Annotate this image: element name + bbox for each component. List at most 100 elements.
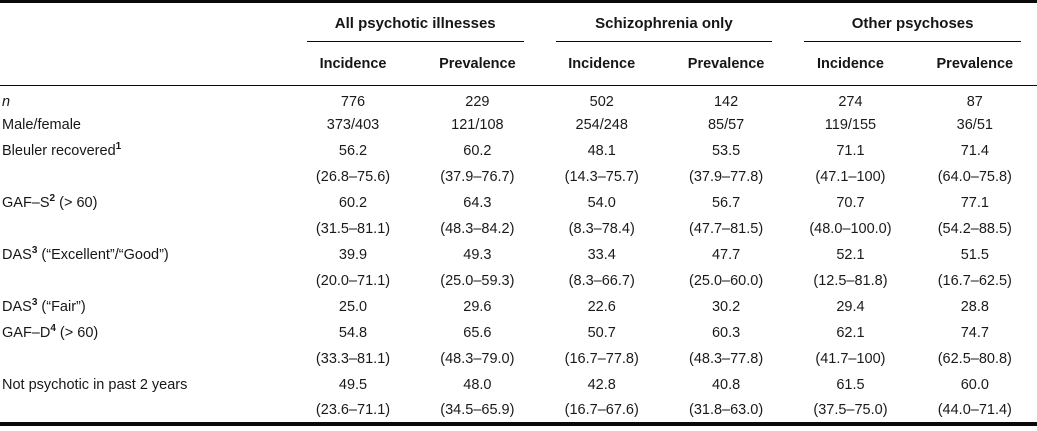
value-cell: 48.0 bbox=[463, 376, 492, 393]
confidence-interval-row: (20.0–71.1) (25.0–59.3) (8.3–66.7) (25.0–60… bbox=[0, 268, 1037, 294]
value-cell: 74.7 bbox=[960, 324, 989, 341]
value-cell: 33.4 bbox=[587, 246, 616, 263]
confidence-interval-cell: (48.3–77.8) bbox=[689, 350, 764, 367]
table-row: GAF–D4 (> 60) 54.8 65.6 50.7 60.3 62.1 74.7 bbox=[0, 320, 1037, 346]
value-cell: 54.8 bbox=[338, 324, 368, 341]
value-cell: 60.0 bbox=[960, 376, 989, 393]
confidence-interval-row: (31.5–81.1) (48.3–84.2) (8.3–78.4) (47.7–81… bbox=[0, 216, 1037, 242]
value-cell: 56.2 bbox=[338, 142, 368, 159]
confidence-interval-cell: (12.5–81.8) bbox=[813, 272, 888, 289]
value-cell: 60.2 bbox=[338, 194, 368, 211]
confidence-interval-cell: (62.5–80.8) bbox=[937, 350, 1012, 367]
row-label-empty bbox=[0, 398, 291, 424]
corner-cell-empty bbox=[0, 2, 291, 44]
value-cell: 49.3 bbox=[463, 246, 492, 263]
confidence-interval-row: (23.6–71.1) (34.5–65.9) (16.7–67.6) (31.8–6… bbox=[0, 398, 1037, 424]
footnote-marker: 3 bbox=[31, 244, 38, 256]
sub-header-prevalence: Prevalence bbox=[936, 56, 1014, 72]
value-cell: 29.6 bbox=[463, 298, 492, 315]
value-cell: 77.1 bbox=[960, 194, 989, 211]
confidence-interval-cell: (54.2–88.5) bbox=[937, 220, 1012, 237]
value-cell: 39.9 bbox=[338, 246, 368, 263]
table-row: DAS3 (“Excellent”/“Good”) 39.9 49.3 33.4 47.… bbox=[0, 242, 1037, 268]
row-label: DAS3 (“Fair”) bbox=[2, 296, 86, 315]
value-cell: 28.8 bbox=[960, 298, 989, 315]
column-group-schizophrenia-label: Schizophrenia only bbox=[555, 5, 773, 42]
table-row: Male/female 373/403 121/108 254/248 85/57 119… bbox=[0, 112, 1037, 138]
value-cell: 52.1 bbox=[836, 246, 865, 263]
value-cell: 22.6 bbox=[587, 298, 616, 315]
row-label: DAS3 (“Excellent”/“Good”) bbox=[2, 244, 169, 263]
value-cell: 71.4 bbox=[960, 142, 989, 159]
column-group-header-row: All psychotic illnesses Schizophrenia on… bbox=[0, 2, 1037, 44]
value-cell: 142 bbox=[713, 93, 739, 110]
value-cell: 254/248 bbox=[575, 116, 628, 133]
column-group-all-psychotic-label: All psychotic illnesses bbox=[306, 5, 524, 42]
value-cell: 53.5 bbox=[711, 142, 741, 159]
value-cell: 62.1 bbox=[836, 324, 865, 341]
value-cell: 47.7 bbox=[711, 246, 741, 263]
footnote-marker: 2 bbox=[49, 192, 56, 204]
confidence-interval-cell: (16.7–62.5) bbox=[937, 272, 1012, 289]
value-cell: 70.7 bbox=[836, 194, 865, 211]
confidence-interval-cell: (31.8–63.0) bbox=[689, 401, 764, 418]
value-cell: 502 bbox=[589, 93, 614, 110]
row-label: Not psychotic in past 2 years bbox=[2, 376, 188, 393]
value-cell: 50.7 bbox=[587, 324, 616, 341]
value-cell: 64.3 bbox=[463, 194, 492, 211]
table-row: n 776 229 502 142 274 87 bbox=[0, 86, 1037, 112]
footnote-marker: 3 bbox=[31, 296, 38, 308]
confidence-interval-cell: (25.0–59.3) bbox=[440, 272, 515, 289]
value-cell: 87 bbox=[966, 93, 983, 110]
row-label-empty bbox=[0, 346, 291, 372]
confidence-interval-row: (33.3–81.1) (48.3–79.0) (16.7–77.8) (48.3–7… bbox=[0, 346, 1037, 372]
value-cell: 60.3 bbox=[711, 324, 741, 341]
confidence-interval-cell: (25.0–60.0) bbox=[689, 272, 764, 289]
value-cell: 40.8 bbox=[711, 376, 741, 393]
confidence-interval-cell: (20.0–71.1) bbox=[315, 272, 391, 289]
value-cell: 56.7 bbox=[711, 194, 741, 211]
confidence-interval-cell: (41.7–100) bbox=[815, 350, 886, 367]
confidence-interval-cell: (48.0–100.0) bbox=[809, 220, 892, 237]
row-label: Male/female bbox=[2, 116, 81, 133]
confidence-interval-row: (26.8–75.6) (37.9–76.7) (14.3–75.7) (37.9–7… bbox=[0, 164, 1037, 190]
confidence-interval-cell: (47.1–100) bbox=[815, 168, 886, 185]
confidence-interval-cell: (33.3–81.1) bbox=[315, 350, 391, 367]
value-cell: 48.1 bbox=[587, 142, 616, 159]
confidence-interval-cell: (14.3–75.7) bbox=[564, 168, 639, 185]
row-label: Bleuler recovered1 bbox=[2, 140, 122, 159]
sub-header-prevalence: Prevalence bbox=[687, 56, 765, 72]
confidence-interval-cell: (48.3–79.0) bbox=[440, 350, 515, 367]
value-cell: 85/57 bbox=[707, 116, 745, 133]
value-cell: 373/403 bbox=[326, 116, 380, 133]
confidence-interval-cell: (16.7–67.6) bbox=[564, 401, 639, 418]
sub-header-incidence: Incidence bbox=[817, 56, 884, 72]
value-cell: 54.0 bbox=[587, 194, 616, 211]
confidence-interval-cell: (26.8–75.6) bbox=[315, 168, 391, 185]
value-cell: 121/108 bbox=[451, 116, 504, 133]
column-group-all-psychotic: All psychotic illnesses bbox=[291, 2, 540, 44]
value-cell: 36/51 bbox=[956, 116, 993, 133]
sub-header-row: Incidence Prevalence Incidence Prevalence In… bbox=[0, 43, 1037, 86]
footnote-marker: 1 bbox=[115, 140, 122, 152]
table-row: Bleuler recovered1 56.2 60.2 48.1 53.5 71.1 71… bbox=[0, 138, 1037, 164]
confidence-interval-cell: (47.7–81.5) bbox=[689, 220, 764, 237]
sub-header-prevalence: Prevalence bbox=[439, 56, 516, 72]
column-group-other-psychoses: Other psychoses bbox=[788, 2, 1037, 44]
table-row: GAF–S2 (> 60) 60.2 64.3 54.0 56.7 70.7 77.1 bbox=[0, 190, 1037, 216]
confidence-interval-cell: (31.5–81.1) bbox=[315, 220, 391, 237]
value-cell: 274 bbox=[838, 93, 863, 110]
confidence-interval-cell: (44.0–71.4) bbox=[937, 401, 1012, 418]
value-cell: 25.0 bbox=[338, 298, 368, 315]
sub-header-incidence: Incidence bbox=[319, 56, 387, 72]
value-cell: 60.2 bbox=[463, 142, 492, 159]
confidence-interval-cell: (34.5–65.9) bbox=[440, 401, 515, 418]
value-cell: 49.5 bbox=[338, 376, 368, 393]
confidence-interval-cell: (37.5–75.0) bbox=[813, 401, 888, 418]
column-group-schizophrenia: Schizophrenia only bbox=[540, 2, 789, 44]
confidence-interval-cell: (48.3–84.2) bbox=[440, 220, 515, 237]
footnote-marker: 4 bbox=[50, 322, 56, 334]
row-label-empty bbox=[0, 216, 291, 242]
